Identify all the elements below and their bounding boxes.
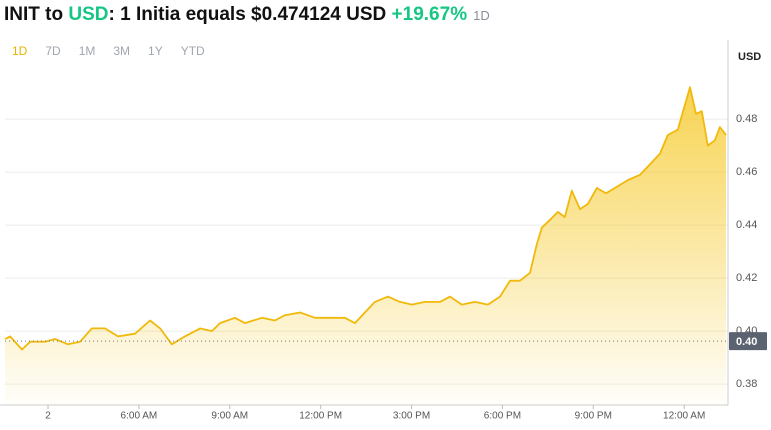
range-button[interactable]: 1M [78, 44, 96, 58]
line [4, 86, 727, 351]
x-tick-label: 9:00 PM [575, 411, 612, 422]
y-tick-label: 0.42 [736, 272, 757, 284]
base: INIT [4, 4, 40, 25]
period: 1D [473, 8, 490, 23]
y-tick-label: 0.38 [736, 378, 757, 390]
range-button[interactable]: 3M [113, 44, 131, 58]
price-tag-label: 0.40 [736, 336, 757, 348]
x-tick-label: 2 [45, 411, 51, 422]
x-tick-label: 12:00 AM [663, 411, 705, 422]
x-tick-label: 9:00 AM [211, 411, 248, 422]
title-text: : 1 Initia equals $0.474124 USD [108, 4, 387, 25]
x-tick-label: 3:00 PM [393, 411, 430, 422]
range-button[interactable]: 1D [12, 44, 28, 58]
y-axis-label: USD [738, 51, 761, 63]
range-button[interactable]: YTD [180, 44, 205, 58]
y-tick-label: 0.48 [736, 113, 757, 125]
y-tick-label: 0.46 [736, 166, 757, 178]
connector: to [45, 4, 64, 25]
range-button[interactable]: 1Y [148, 44, 163, 58]
price-tag [729, 332, 767, 351]
change: +19.67% [391, 4, 468, 25]
x-tick-label: 6:00 AM [121, 411, 158, 422]
title: INIT to USD: 1 Initia equals $0.474124 U… [4, 4, 490, 26]
range-selector: 1D 7D 1M 3M 1Y YTD [12, 44, 223, 58]
quote: USD [68, 4, 109, 25]
x-tick-label: 12:00 PM [299, 411, 342, 422]
range-button[interactable]: 7D [45, 44, 61, 58]
x-tick-label: 6:00 PM [484, 411, 521, 422]
y-tick-label: 0.44 [736, 219, 757, 231]
area [5, 87, 726, 406]
